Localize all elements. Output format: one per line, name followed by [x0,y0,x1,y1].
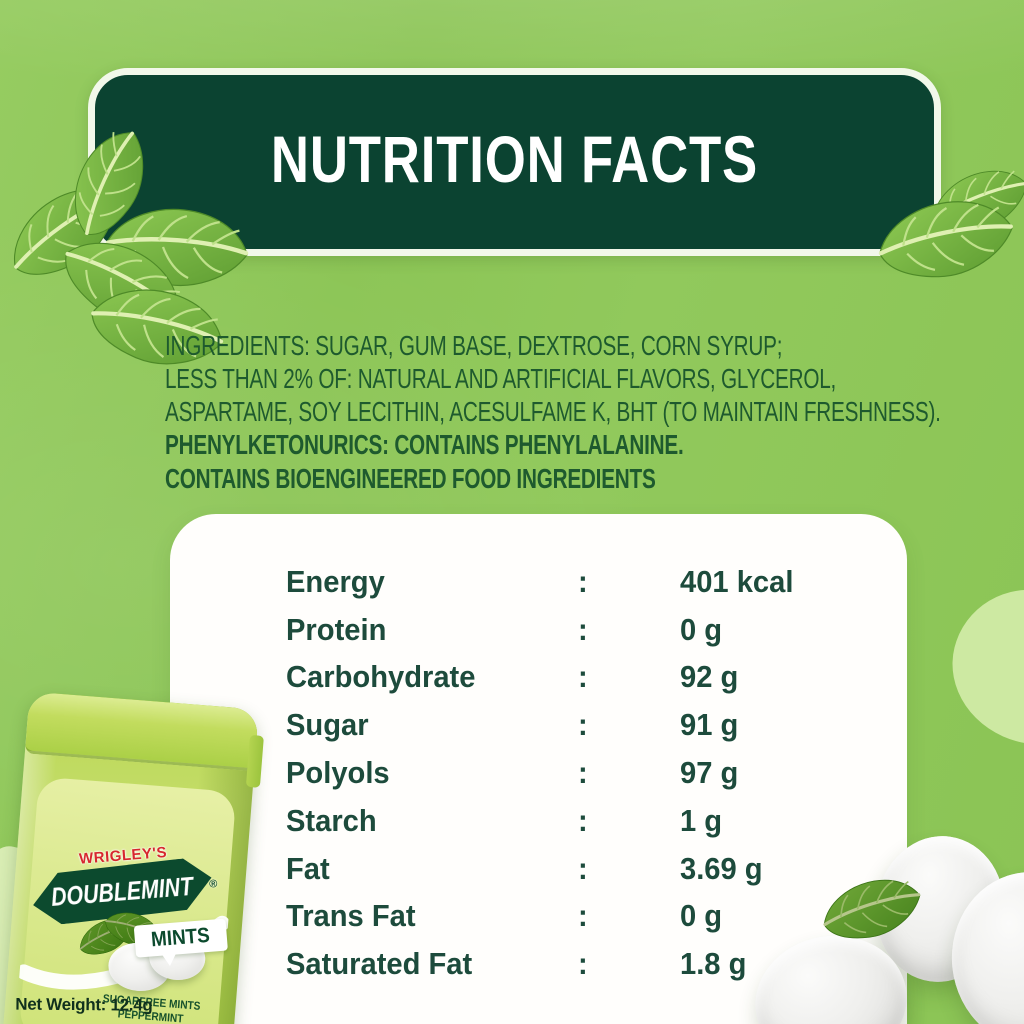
ingredient-line: INGREDIENTS: SUGAR, GUM BASE, DEXTROSE, … [165,330,783,361]
nutrient-value: 401 kcal [680,563,794,599]
nutrient-label: Carbohydrate [286,659,476,695]
doublemint-product-pack: WRIGLEY'S DOUBLEMINT ® MINTS SUGARFREE M… [3,691,264,1024]
nutrition-row: Trans Fat : 0 g [286,893,801,941]
nutrient-label: Protein [286,611,387,647]
nutrient-label: Saturated Fat [286,946,473,982]
colon-separator: : [578,946,588,982]
nutrient-value: 0 g [680,611,723,647]
nutrition-row: Polyols : 97 g [286,749,801,797]
page-title: NUTRITION FACTS [270,122,759,196]
colon-separator: : [578,802,588,838]
nutrition-row: Protein : 0 g [286,606,801,654]
nutrient-value: 0 g [680,898,723,934]
variant-label: MINTS [150,923,211,952]
nutrition-row: Fat : 3.69 g [286,845,801,893]
nutrition-row: Carbohydrate : 92 g [286,654,801,702]
nutrient-label: Starch [286,802,377,838]
colon-separator: : [578,659,588,695]
header-banner: NUTRITION FACTS [88,68,941,256]
nutrition-card [170,514,907,1024]
nutrient-value: 1 g [680,802,723,838]
nutrient-value: 91 g [680,707,739,743]
nutrition-row: Energy : 401 kcal [286,558,801,606]
nutrient-value: 3.69 g [680,850,763,886]
nutrient-value: 97 g [680,755,739,791]
nutrient-label: Trans Fat [286,898,416,934]
colon-separator: : [578,611,588,647]
background-blob [936,573,1024,763]
net-weight: Net Weight: 12.4g [15,994,153,1015]
registered-mark-icon: ® [208,878,218,891]
colon-separator: : [578,563,588,599]
nutrient-label: Energy [286,563,385,599]
colon-separator: : [578,755,588,791]
nutrient-label: Polyols [286,755,390,791]
colon-separator: : [578,707,588,743]
nutrient-value: 1.8 g [680,946,747,982]
ingredients-section: INGREDIENTS: SUGAR, GUM BASE, DEXTROSE, … [165,329,1024,495]
nutrition-row: Sugar : 91 g [286,701,801,749]
nutrient-label: Fat [286,850,330,886]
bioengineered-statement: CONTAINS BIOENGINEERED FOOD INGREDIENTS [165,463,656,494]
tag-pointer [162,953,177,967]
colon-separator: : [578,850,588,886]
colon-separator: : [578,898,588,934]
nutrition-row: Starch : 1 g [286,797,801,845]
nutrient-label: Sugar [286,707,369,743]
nutrient-value: 92 g [680,659,739,695]
ingredient-line: LESS THAN 2% OF: NATURAL AND ARTIFICIAL … [165,363,837,394]
nutrition-table: Energy : 401 kcal Protein : 0 g Carbohyd… [286,558,801,988]
phenylketonurics-warning: PHENYLKETONURICS: CONTAINS PHENYLALANINE… [165,429,684,460]
pack-label: WRIGLEY'S DOUBLEMINT ® MINTS SUGARFREE M… [15,776,237,1024]
ingredient-line: ASPARTAME, SOY LECITHIN, ACESULFAME K, B… [165,396,941,427]
nutrition-row: Saturated Fat : 1.8 g [286,940,801,988]
